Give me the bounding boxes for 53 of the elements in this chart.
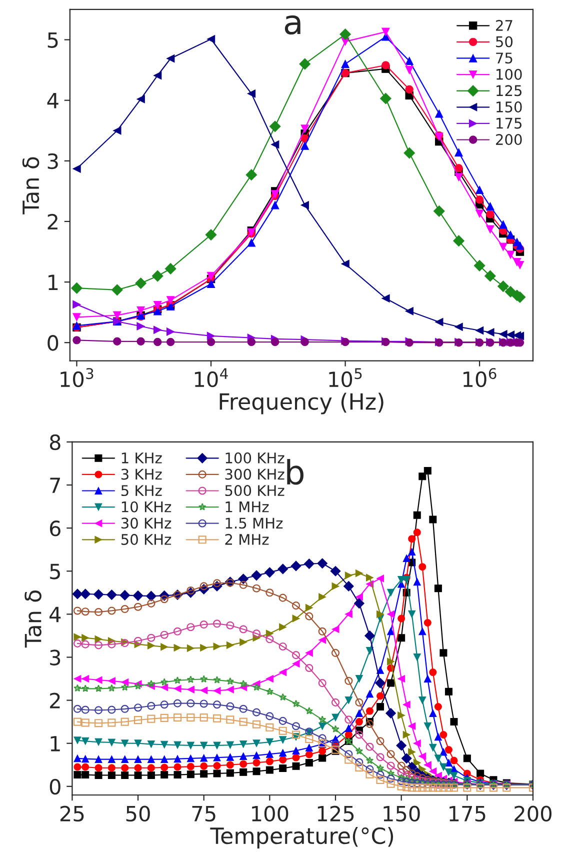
y-axis-title: Tan δ: [22, 157, 40, 214]
y-tick-label: 3: [50, 650, 60, 666]
x-tick-label: 50: [126, 806, 150, 822]
x-axis-title: Frequency (Hz): [220, 392, 384, 414]
x-tick-label: 150: [384, 806, 420, 822]
legend-label: 300 KHz: [225, 468, 284, 480]
x-tick-label: 200: [514, 806, 552, 822]
legend-label: 30 KHz: [121, 518, 172, 529]
annotation: a: [284, 15, 300, 35]
x-tick-label: 10$^{4}$: [194, 368, 228, 388]
x-axis-title: Temperature(°C): [210, 826, 394, 848]
legend-label: 1 KHz: [122, 452, 162, 464]
legend-label: 150: [496, 101, 522, 112]
legend-label: 500 KHz: [225, 485, 284, 496]
x-tick-label: 10$^{5}$: [329, 368, 362, 388]
legend-label: 27: [496, 20, 512, 31]
y-tick-label: 2: [50, 692, 60, 708]
y-axis-title: Tan δ: [24, 590, 42, 648]
x-tick-label: 10$^{3}$: [60, 368, 94, 388]
legend-label: 1.5 MHz: [226, 518, 283, 529]
legend-label: 2 MHz: [225, 534, 269, 545]
legend-label: 100: [496, 68, 522, 80]
x-tick-label: 125: [318, 806, 354, 822]
x-tick-label: 175: [450, 806, 486, 822]
y-tick-label: 6: [50, 520, 60, 536]
legend-label: 100 KHz: [226, 452, 284, 464]
y-tick-label: 8: [50, 434, 60, 450]
x-tick-label: 25: [60, 806, 84, 822]
y-tick-label: 2: [48, 214, 58, 230]
y-tick-label: 4: [47, 93, 58, 108]
legend-label: 75: [496, 52, 512, 64]
legend-label: 50: [496, 36, 513, 48]
legend-label: 1 MHz: [226, 502, 269, 512]
y-tick-label: 1: [50, 736, 60, 752]
legend-label: 125: [496, 85, 522, 96]
legend-label: 175: [496, 118, 522, 129]
y-tick-label: 5: [50, 564, 60, 580]
x-tick-label: 10$^{6}$: [464, 368, 496, 388]
y-tick-label: 5: [48, 32, 58, 48]
x-tick-label: 100: [252, 806, 288, 822]
legend-label: 200: [496, 134, 522, 146]
y-tick-label: 0: [50, 778, 60, 795]
legend-label: 10 KHz: [122, 501, 172, 512]
y-tick-label: 0: [48, 335, 58, 351]
x-tick-label: 75: [192, 806, 216, 822]
y-tick-label: 7: [50, 478, 60, 493]
legend-label: 5 KHz: [121, 485, 162, 496]
legend-label: 3 KHz: [121, 468, 162, 480]
y-tick-label: 4: [50, 606, 61, 622]
annotation: b: [287, 458, 304, 485]
y-tick-label: 1: [48, 274, 58, 290]
legend-label: 50 KHz: [121, 534, 172, 545]
y-tick-label: 3: [48, 153, 58, 170]
